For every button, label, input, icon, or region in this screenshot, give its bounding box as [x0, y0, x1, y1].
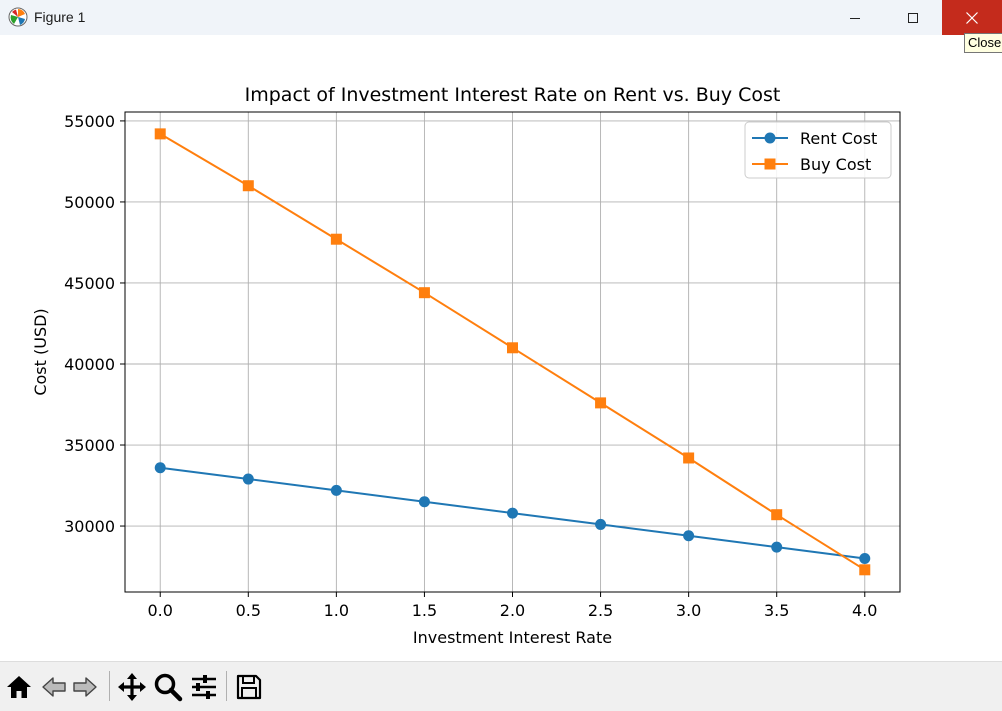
legend-label: Buy Cost — [800, 155, 871, 174]
data-point-buy-cost — [418, 287, 430, 299]
y-tick-label: 45000 — [64, 274, 115, 293]
home-icon — [7, 676, 31, 698]
data-point-rent-cost — [154, 462, 166, 474]
data-point-buy-cost — [771, 509, 783, 521]
matplotlib-logo-icon — [8, 7, 28, 27]
minimize-icon — [850, 17, 860, 19]
x-axis-label: Investment Interest Rate — [413, 628, 612, 647]
y-tick-label: 30000 — [64, 517, 115, 536]
data-point-buy-cost — [683, 452, 695, 464]
magnifier-icon — [154, 673, 183, 702]
legend-marker — [764, 132, 776, 144]
x-tick-label: 2.0 — [500, 601, 525, 620]
navigation-toolbar — [0, 661, 1002, 711]
data-point-rent-cost — [418, 496, 430, 508]
legend: Rent Cost Buy Cost — [744, 121, 892, 179]
legend-marker — [764, 158, 776, 170]
forward-arrow-icon — [73, 677, 97, 697]
toolbar-separator — [109, 671, 110, 701]
data-point-rent-cost — [242, 473, 254, 485]
data-point-rent-cost — [859, 552, 871, 564]
x-tick-label: 3.5 — [764, 601, 789, 620]
y-tick-label: 35000 — [64, 436, 115, 455]
window-titlebar: Figure 1 — [0, 0, 1002, 35]
maximize-icon — [908, 12, 918, 23]
tick-layer: 0.0 0.5 1.0 1.5 2.0 2.5 3.0 3.5 4.0 30000 35000 400… — [64, 112, 877, 620]
data-point-rent-cost — [771, 541, 783, 553]
x-tick-label: 1.0 — [324, 601, 349, 620]
data-point-buy-cost — [330, 233, 342, 245]
pan-button[interactable] — [115, 670, 149, 704]
close-button[interactable] — [942, 0, 1002, 35]
save-button[interactable] — [232, 670, 266, 704]
data-point-rent-cost — [595, 518, 607, 530]
x-tick-label: 0.5 — [236, 601, 261, 620]
window-title: Figure 1 — [34, 9, 86, 25]
data-point-buy-cost — [154, 128, 166, 140]
sliders-icon — [192, 675, 216, 699]
forward-button[interactable] — [68, 670, 102, 704]
floppy-disk-icon — [236, 674, 262, 700]
back-button[interactable] — [37, 670, 71, 704]
series-buy-cost — [154, 128, 871, 576]
legend-label: Rent Cost — [800, 129, 877, 148]
configure-subplots-button[interactable] — [187, 670, 221, 704]
x-tick-label: 3.0 — [676, 601, 701, 620]
y-tick-label: 40000 — [64, 355, 115, 374]
back-arrow-icon — [42, 677, 66, 697]
x-tick-label: 0.0 — [148, 601, 173, 620]
toolbar-separator — [226, 671, 227, 701]
y-tick-label: 50000 — [64, 193, 115, 212]
data-point-buy-cost — [859, 564, 871, 576]
x-tick-label: 1.5 — [412, 601, 437, 620]
data-point-buy-cost — [242, 180, 254, 192]
close-tooltip: Close — [964, 33, 1002, 53]
legend-entry-buy-cost: Buy Cost — [752, 155, 871, 174]
data-point-rent-cost — [507, 507, 518, 519]
legend-entry-rent-cost: Rent Cost — [752, 129, 877, 148]
x-tick-label: 2.5 — [588, 601, 613, 620]
chart-title: Impact of Investment Interest Rate on Re… — [245, 84, 781, 106]
x-tick-label: 4.0 — [852, 601, 877, 620]
maximize-button[interactable] — [884, 0, 942, 35]
data-point-buy-cost — [507, 342, 518, 354]
zoom-button[interactable] — [151, 670, 185, 704]
minimize-button[interactable] — [826, 0, 884, 35]
y-axis-label: Cost (USD) — [31, 308, 50, 395]
home-button[interactable] — [2, 670, 36, 704]
y-tick-label: 55000 — [64, 112, 115, 131]
data-point-rent-cost — [683, 530, 695, 542]
line-chart: 0.0 0.5 1.0 1.5 2.0 2.5 3.0 3.5 4.0 30000 35000 400… — [31, 84, 901, 647]
close-icon — [966, 11, 978, 24]
series-rent-cost — [154, 462, 871, 564]
pan-arrows-icon — [118, 673, 146, 701]
data-point-buy-cost — [595, 397, 607, 409]
figure-canvas[interactable]: 0.0 0.5 1.0 1.5 2.0 2.5 3.0 3.5 4.0 30000 35000 400… — [0, 35, 1002, 661]
series-layer — [154, 128, 871, 576]
data-point-rent-cost — [330, 484, 342, 496]
